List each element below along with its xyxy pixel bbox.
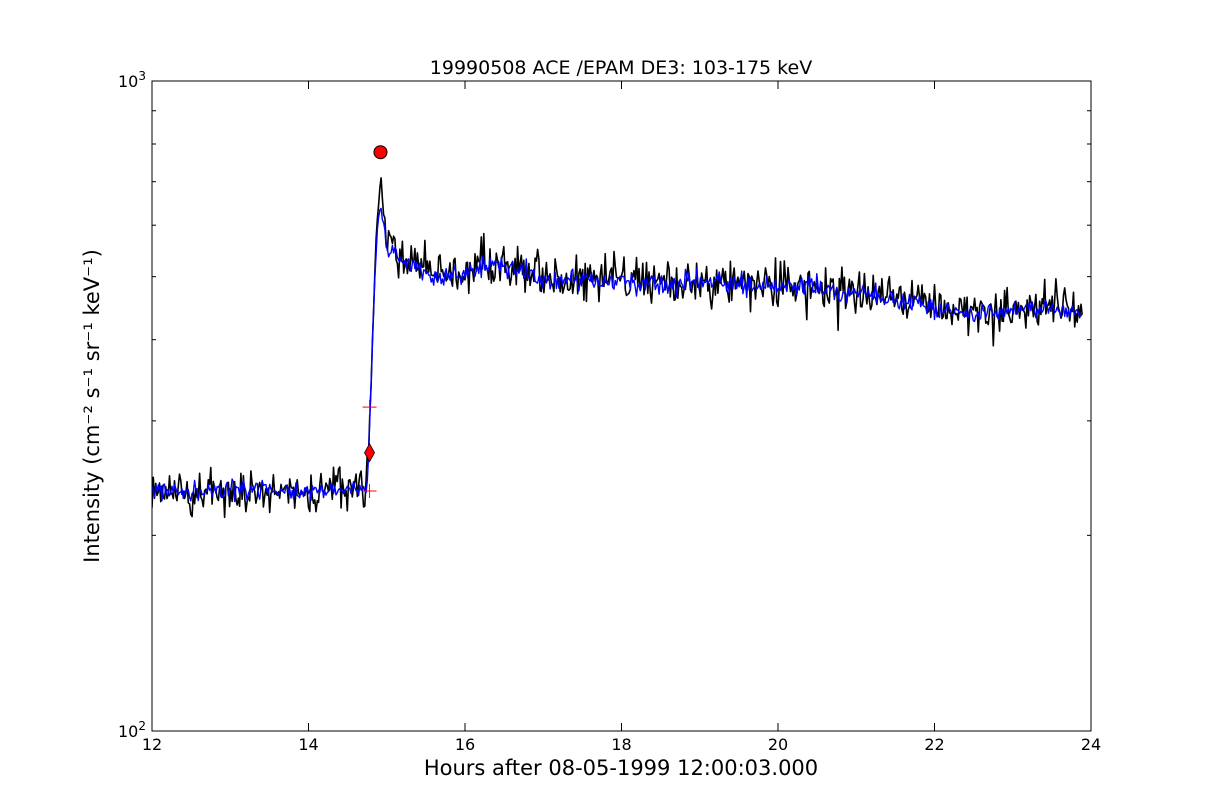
onset-marker (364, 442, 375, 463)
y-axis-label: Intensity (cm⁻² s⁻¹ sr⁻¹ keV⁻¹) (80, 249, 104, 563)
x-tick-label: 20 (768, 735, 788, 754)
chart-title: 19990508 ACE /EPAM DE3: 103-175 keV (430, 57, 812, 79)
onset-bound-marker (362, 484, 377, 499)
onset-bound-marker (362, 400, 377, 415)
y-tick-label: 103 (118, 69, 146, 91)
y-axis: 102 103 (118, 69, 1091, 741)
y-tick-label: 102 (118, 719, 146, 741)
series-layer (152, 177, 1083, 519)
x-tick-label: 22 (924, 735, 944, 754)
x-tick-label: 12 (142, 735, 162, 754)
x-tick-label: 24 (1081, 735, 1101, 754)
x-tick-label: 18 (611, 735, 631, 754)
x-axis-label: Hours after 08-05-1999 12:00:03.000 (424, 756, 818, 780)
x-tick-label: 14 (298, 735, 318, 754)
x-tick-label: 16 (455, 735, 475, 754)
series-line-smoothed (152, 207, 1083, 503)
x-axis: 12 14 16 18 20 22 24 (142, 81, 1101, 754)
marker-layer (362, 145, 388, 499)
peak-marker (373, 145, 388, 160)
